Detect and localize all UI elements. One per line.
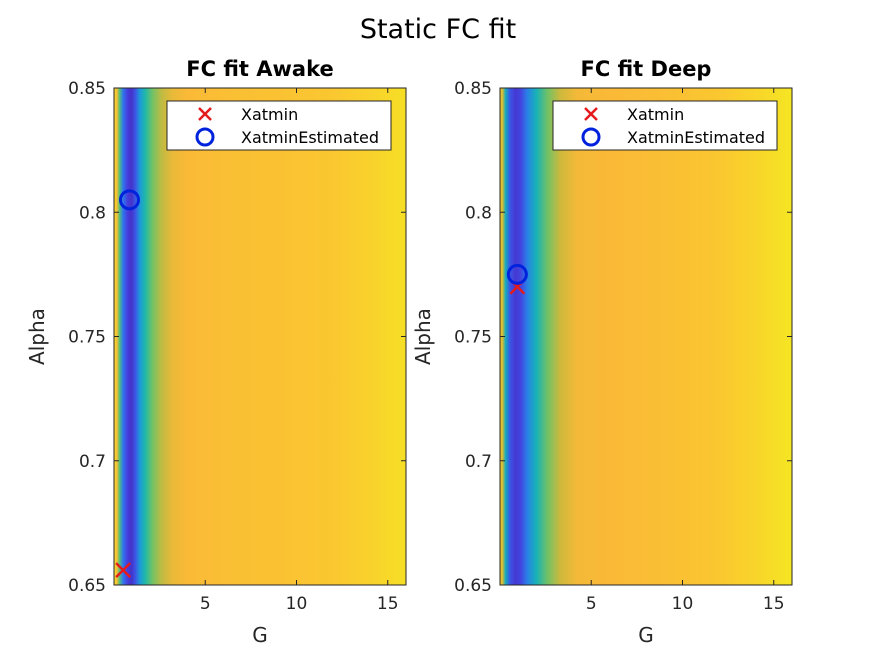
y-tick-label: 0.8 <box>79 203 106 223</box>
legend-entry-xatmin: Xatmin <box>241 105 298 124</box>
y-ticks-awake: 0.65 0.7 0.75 0.8 0.85 <box>68 79 406 596</box>
legend-estimated-icon <box>195 127 215 147</box>
x-ticks-deep: 5 10 15 <box>586 88 785 614</box>
legend-box-awake <box>166 100 392 151</box>
y-tick-label: 0.75 <box>454 328 492 348</box>
legend-awake: Xatmin XatminEstimated <box>166 100 392 151</box>
legend-entry-xatmin: Xatmin <box>627 105 684 124</box>
markers-awake <box>115 189 141 578</box>
x-axis-label-awake: G <box>252 623 268 647</box>
y-tick-label: 0.85 <box>68 79 106 99</box>
legend-entry-estimated: XatminEstimated <box>241 128 379 147</box>
panel-title-awake: FC fit Awake <box>186 57 333 81</box>
heatmap-awake <box>114 88 406 585</box>
y-tick-label: 0.65 <box>68 576 106 596</box>
legend-marker <box>198 107 212 121</box>
legend-xatmin-icon <box>584 107 598 121</box>
xatmin-estimated-marker <box>119 189 141 211</box>
y-tick-label: 0.85 <box>454 79 492 99</box>
legend-marker <box>195 127 215 147</box>
legend-deep: Xatmin XatminEstimated <box>552 100 778 151</box>
panel-deep: 0.65 0.7 0.75 0.8 0.85 5 10 15 FC fit Deep G A… <box>411 57 793 647</box>
y-tick-label: 0.75 <box>68 328 106 348</box>
y-tick-label: 0.8 <box>465 203 492 223</box>
heatmap-deep <box>500 88 792 585</box>
x-tick-label: 5 <box>586 594 597 614</box>
x-tick-label: 10 <box>672 594 694 614</box>
x-tick-label: 5 <box>200 594 211 614</box>
xatmin-marker <box>115 562 132 578</box>
markers-deep <box>506 263 528 295</box>
x-tick-label: 15 <box>377 594 399 614</box>
x-tick-label: 10 <box>286 594 308 614</box>
x-axis-label-deep: G <box>638 623 654 647</box>
x-tick-label: 15 <box>763 594 785 614</box>
figure-suptitle: Static FC fit <box>360 14 516 45</box>
legend-box-deep <box>552 100 778 151</box>
panel-awake: 0.650.70.750.80.85 5 10 15 FC fit Awake G … <box>25 57 407 647</box>
xatmin-estimated-marker <box>506 263 528 285</box>
x-ticks-awake: 5 10 15 <box>200 88 399 614</box>
legend-xatmin-icon <box>198 107 212 121</box>
legend-estimated-icon <box>581 127 601 147</box>
y-tick-label: 0.7 <box>79 452 106 472</box>
y-ticks-deep: 0.65 0.7 0.75 0.8 0.85 <box>454 79 792 596</box>
y-axis-label-deep: Alpha <box>411 308 435 365</box>
y-tick-label: 0.7 <box>465 452 492 472</box>
y-tick-label: 0.65 <box>454 576 492 596</box>
y-axis-label-awake: Alpha <box>25 308 49 365</box>
panel-title-deep: FC fit Deep <box>581 57 712 81</box>
legend-marker <box>581 127 601 147</box>
legend-entry-estimated: XatminEstimated <box>627 128 765 147</box>
legend-marker <box>584 107 598 121</box>
